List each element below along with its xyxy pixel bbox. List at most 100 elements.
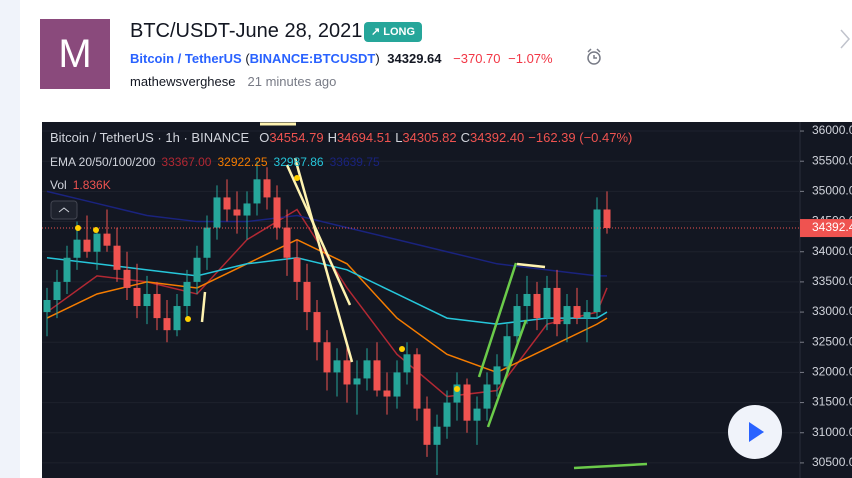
avatar[interactable]: M	[40, 19, 110, 89]
candle-body	[443, 402, 451, 427]
ema-value: 32987.86	[274, 155, 324, 169]
candle-body	[133, 287, 141, 307]
candle-body	[143, 293, 151, 307]
candle-body	[63, 257, 71, 282]
trend-line	[516, 262, 546, 269]
symbol-link[interactable]: Bitcoin / TetherUS	[130, 51, 242, 66]
candle-body	[483, 384, 491, 409]
candle-body	[53, 281, 61, 300]
candle-body	[493, 366, 501, 385]
candle-body	[333, 360, 341, 373]
symbol-line: Bitcoin / TetherUS (BINANCE:BTCUSDT) 343…	[130, 51, 553, 66]
author-line: mathewsverghese 21 minutes ago	[130, 74, 336, 89]
play-icon	[749, 422, 764, 442]
symbol-code[interactable]: BINANCE:BTCUSDT	[249, 51, 376, 66]
candle-body	[543, 287, 551, 319]
candle-body	[593, 209, 601, 313]
next-arrow[interactable]	[838, 28, 852, 50]
candle-body	[193, 257, 201, 282]
y-tick-label: 33500.00	[812, 274, 852, 288]
drawings	[75, 122, 648, 470]
marker-dot	[294, 175, 300, 181]
legend-symbol: Bitcoin / TetherUS	[50, 130, 154, 145]
price: 34329.64	[387, 51, 442, 66]
collapse-button[interactable]	[50, 200, 78, 220]
candle-body	[553, 287, 561, 325]
y-tick-label: 36000.00	[812, 123, 852, 137]
legend-line: Bitcoin / TetherUS · 1h · BINANCE O34554.…	[50, 130, 632, 145]
channel-line	[573, 462, 648, 470]
marker-dot	[93, 227, 99, 233]
candle-body	[163, 318, 171, 331]
candle-body	[393, 372, 401, 397]
y-tick-label: 31000.00	[812, 425, 852, 439]
candle-body	[603, 209, 611, 229]
candle-body	[423, 408, 431, 445]
vol-legend: Vol 1.836K	[50, 178, 111, 192]
channel-line	[486, 319, 528, 428]
legend-low: 34305.82	[402, 130, 456, 145]
candle-body	[43, 300, 51, 313]
collapse-icon	[58, 207, 70, 213]
candle-body	[363, 360, 371, 379]
candle-body	[413, 354, 421, 409]
y-tick-label: 32500.00	[812, 334, 852, 348]
candle-body	[303, 281, 311, 313]
legend-exchange: BINANCE	[191, 130, 249, 145]
candle-body	[293, 257, 301, 282]
ema-label: EMA 20/50/100/200	[50, 155, 156, 169]
candle-body	[343, 360, 351, 385]
candle-body	[153, 293, 161, 319]
marker-dot	[75, 225, 81, 231]
sidebar	[0, 0, 20, 478]
candle-body	[93, 233, 101, 252]
idea-title: BTC/USDT-June 28, 2021	[130, 20, 363, 42]
candle-body	[573, 306, 581, 319]
legend-open: 34554.79	[269, 130, 323, 145]
change: −370.70	[453, 51, 501, 66]
ema-line	[46, 190, 607, 277]
candle-body	[243, 203, 251, 216]
candle-body	[513, 306, 521, 337]
ema-legend: EMA 20/50/100/200 33367.00 32922.25 32987.8…	[50, 155, 380, 169]
candle-body	[313, 312, 321, 343]
candle-body	[253, 179, 261, 204]
candle-body	[73, 239, 81, 258]
legend-c: C	[461, 130, 470, 145]
candle-body	[533, 293, 541, 319]
time-ago: 21 minutes ago	[247, 74, 337, 89]
candle-body	[353, 378, 361, 385]
y-tick-label: 34000.00	[812, 244, 852, 258]
candle-body	[323, 342, 331, 373]
candle-body	[83, 239, 91, 252]
candle-body	[203, 227, 211, 258]
vol-value: 1.836K	[73, 178, 111, 192]
alert-icon[interactable]	[585, 47, 605, 67]
candle-body	[233, 209, 241, 216]
y-tick-label: 32000.00	[812, 365, 852, 379]
author[interactable]: mathewsverghese	[130, 74, 236, 89]
y-tick-label: 35000.00	[812, 184, 852, 198]
long-badge: ↗ LONG	[364, 22, 423, 42]
vol-label: Vol	[50, 178, 67, 192]
legend-o: O	[259, 130, 269, 145]
legend-h: H	[328, 130, 337, 145]
candle-body	[383, 390, 391, 397]
candle-body	[283, 227, 291, 258]
candle-body	[113, 245, 121, 270]
candle-body	[263, 179, 271, 198]
candle-body	[433, 426, 441, 445]
ema-value: 32922.25	[217, 155, 267, 169]
y-tick-label: 30500.00	[812, 455, 852, 469]
marker-dot	[454, 386, 460, 392]
legend-interval: 1h	[165, 130, 179, 145]
candle-body	[503, 336, 511, 367]
legend-l: L	[395, 130, 402, 145]
candle-body	[123, 269, 131, 288]
change-pct: −1.07%	[508, 51, 553, 66]
trend-line	[293, 157, 354, 363]
candle-body	[473, 408, 481, 421]
candle-body	[563, 306, 571, 325]
candle-body	[213, 197, 221, 228]
